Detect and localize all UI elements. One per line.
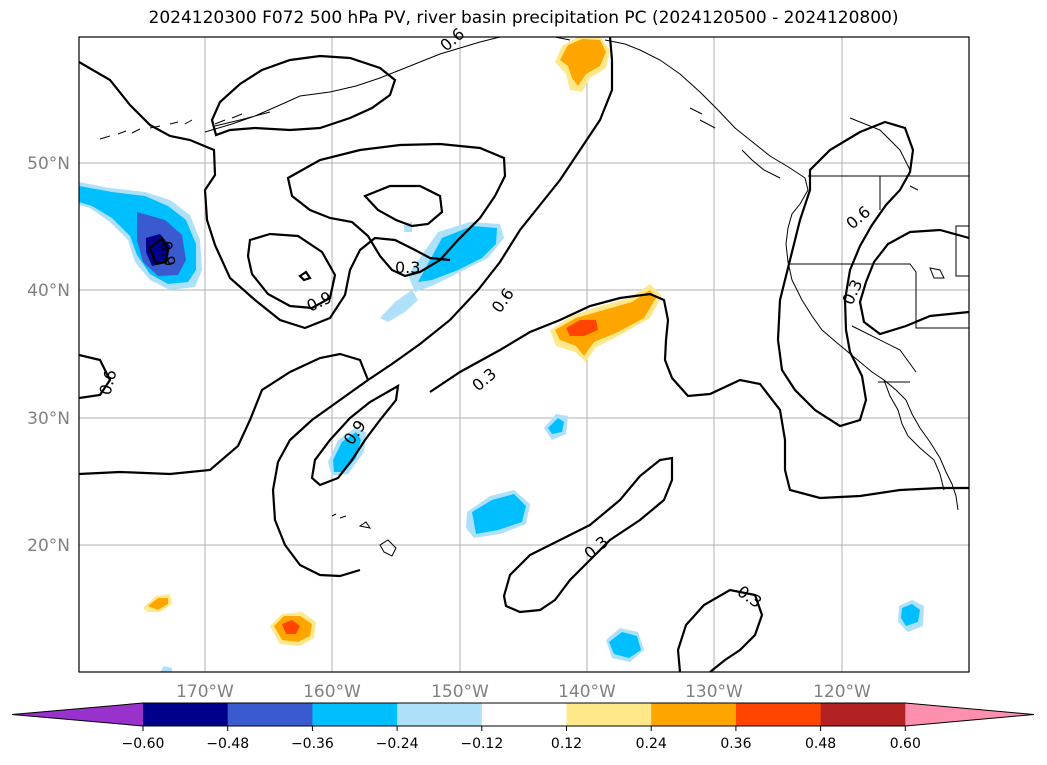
colorbar-swatch bbox=[227, 703, 313, 726]
colorbar-extend-high bbox=[905, 703, 1034, 726]
lon-label: 150°W bbox=[431, 682, 489, 702]
colorbar-swatch bbox=[312, 703, 398, 726]
colorbar-swatch bbox=[566, 703, 652, 726]
contour-03-mid bbox=[79, 292, 969, 500]
colorbar-swatch bbox=[651, 703, 737, 726]
colorbar-tick-label: 0.48 bbox=[805, 736, 836, 752]
lon-label: 160°W bbox=[303, 682, 361, 702]
colorbar: −0.60 −0.48 −0.36 −0.24 −0.12 0.12 0.24 0.36 0.4… bbox=[11, 702, 1035, 752]
gridlines bbox=[79, 37, 969, 672]
contour-06-coast bbox=[776, 120, 915, 428]
lat-label: 30°N bbox=[27, 409, 70, 429]
colorbar-swatch bbox=[397, 703, 483, 726]
baja-california bbox=[883, 379, 945, 491]
lakes-and-inland bbox=[849, 117, 945, 279]
lon-label: 170°W bbox=[176, 682, 234, 702]
contour-label: 0.3 bbox=[395, 258, 420, 277]
lon-label: 140°W bbox=[558, 682, 616, 702]
lon-label: 120°W bbox=[813, 682, 871, 702]
colorbar-tick-label: −0.36 bbox=[291, 736, 334, 752]
contour-03-coast bbox=[858, 228, 969, 336]
lat-label: 50°N bbox=[27, 154, 70, 174]
coastlines bbox=[99, 37, 969, 557]
map-frame bbox=[78, 36, 970, 673]
contour-label: 0.6 bbox=[436, 24, 468, 55]
colorbar-tick-label: 0.12 bbox=[551, 736, 582, 752]
gulf-of-alaska-coast bbox=[554, 37, 959, 511]
contour-label: 0.6 bbox=[488, 285, 518, 317]
colorbar-tick-label: −0.24 bbox=[376, 736, 419, 752]
contour-06-north bbox=[79, 54, 451, 330]
precip-shading bbox=[79, 37, 924, 672]
colorbar-tick-label: 0.36 bbox=[720, 736, 751, 752]
pv-contours bbox=[79, 37, 969, 672]
contour-03-south bbox=[502, 456, 674, 614]
map-title: 2024120300 F072 500 hPa PV, river basin … bbox=[148, 8, 899, 28]
contour-label: 0.3 bbox=[838, 277, 866, 308]
colorbar-tick-label: 0.60 bbox=[890, 736, 921, 752]
colorbar-tick-label: −0.60 bbox=[122, 736, 165, 752]
contour-label: 0.3 bbox=[468, 364, 500, 395]
contour-06-tongue bbox=[271, 37, 614, 578]
hawaii-islands bbox=[331, 513, 397, 557]
contour-09-anom bbox=[148, 236, 170, 266]
contour-label: 0.6 bbox=[96, 368, 121, 398]
colorbar-swatch bbox=[481, 703, 567, 726]
lat-label: 20°N bbox=[27, 536, 70, 556]
us-border bbox=[790, 175, 969, 383]
colorbar-tick-label: 0.24 bbox=[636, 736, 667, 752]
contour-label: 0.9 bbox=[156, 239, 179, 267]
contour-03-far bbox=[676, 588, 764, 672]
bc-islands bbox=[689, 107, 781, 179]
colorbar-swatch bbox=[820, 703, 906, 726]
colorbar-tick-label: −0.48 bbox=[206, 736, 249, 752]
lat-labels: 50°N 40°N 30°N 20°N bbox=[27, 154, 70, 556]
contour-03-upper bbox=[286, 142, 507, 278]
contour-09-tongue bbox=[310, 383, 400, 487]
contour-06-west bbox=[79, 353, 112, 400]
colorbar-swatch bbox=[143, 703, 229, 726]
contour-label: 0.9 bbox=[304, 288, 335, 316]
colorbar-tick-label: −0.12 bbox=[460, 736, 503, 752]
colorbar-swatch bbox=[735, 703, 822, 726]
alaska-coast bbox=[204, 37, 501, 133]
contour-09-left bbox=[246, 232, 337, 310]
contour-small-loop bbox=[298, 270, 312, 282]
contour-label: 0.3 bbox=[580, 532, 612, 563]
contour-label: 0.3 bbox=[734, 582, 766, 612]
lon-label: 130°W bbox=[685, 682, 743, 702]
colorbar-extend-low bbox=[12, 703, 143, 726]
lon-labels: 170°W 160°W 150°W 140°W 130°W 120°W bbox=[176, 682, 871, 702]
lat-label: 40°N bbox=[27, 281, 70, 301]
